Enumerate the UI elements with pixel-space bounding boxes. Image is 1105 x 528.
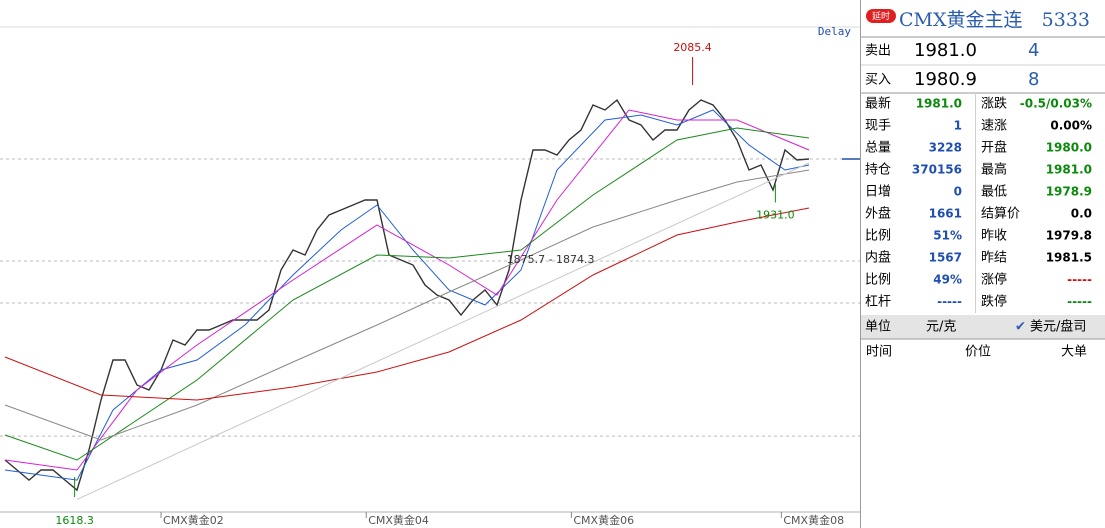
- column-header: 价位: [965, 345, 991, 360]
- stat-label: 杠杆: [865, 294, 891, 310]
- stat-value: -----: [1067, 295, 1092, 309]
- bid-volume: 8: [1028, 69, 1039, 90]
- stat-label: 现手: [865, 119, 891, 134]
- stat-label: 比例: [865, 229, 891, 244]
- price-line: [4, 109, 810, 471]
- low-label: 1618.3: [55, 514, 94, 527]
- delay-label: Delay: [818, 25, 851, 38]
- ask-label: 卖出: [865, 44, 891, 59]
- stat-value: 51%: [933, 229, 962, 243]
- stat-value: 1661: [929, 207, 962, 221]
- stat-value: 1567: [929, 251, 962, 265]
- stat-value: 1: [954, 119, 962, 133]
- stat-label: 涨跌: [981, 96, 1007, 112]
- stat-value: 1978.9: [1046, 185, 1092, 199]
- price-line: [4, 127, 810, 461]
- stat-value: -----: [1067, 273, 1092, 287]
- stat-label: 速涨: [981, 119, 1007, 134]
- instrument-code: 5333: [1042, 9, 1090, 31]
- stat-value: 1981.0: [1046, 163, 1092, 177]
- x-tick-label: CMX黄金04: [368, 513, 429, 527]
- unit-option[interactable]: 美元/盘司: [1030, 319, 1086, 335]
- stat-value: 49%: [933, 273, 962, 287]
- stat-value: 0.00%: [1050, 119, 1092, 133]
- stat-label: 持仓: [865, 163, 891, 178]
- unit-label: 单位: [865, 320, 891, 335]
- bid-label: 买入: [865, 73, 891, 88]
- ask-price: 1981.0: [914, 40, 977, 61]
- stat-label: 最新: [865, 96, 891, 112]
- stat-value: 0.0: [1071, 207, 1092, 221]
- instrument-title: CMX黄金主连: [899, 9, 1023, 31]
- stat-label: 外盘: [865, 206, 891, 222]
- stat-value: 0: [954, 185, 962, 199]
- badge-bg: [866, 9, 896, 23]
- column-header: 大单: [1061, 345, 1087, 360]
- stat-label: 最低: [981, 185, 1007, 200]
- stat-value: 370156: [912, 163, 962, 177]
- price-line: [76, 162, 810, 500]
- unit-bar: [861, 315, 1105, 339]
- stat-value: 1979.8: [1046, 229, 1092, 243]
- stat-value: 1981.5: [1046, 251, 1092, 265]
- stat-value: 1980.0: [1046, 141, 1092, 155]
- column-header: 时间: [866, 345, 892, 360]
- x-tick-label: CMX黄金08: [783, 513, 844, 527]
- range-note: 1875.7 - 1874.3: [507, 253, 595, 266]
- ask-volume: 4: [1028, 40, 1039, 61]
- price-line: [4, 109, 810, 481]
- stat-label: 昨收: [981, 229, 1007, 244]
- price-line: [4, 98, 810, 492]
- price-line: [4, 207, 810, 401]
- stat-label: 跌停: [981, 294, 1007, 310]
- stat-label: 涨停: [981, 272, 1007, 288]
- high-label: 2085.4: [673, 41, 712, 54]
- stat-label: 昨结: [981, 251, 1007, 266]
- stat-label: 结算价: [981, 207, 1020, 222]
- unit-option[interactable]: 元/克: [926, 320, 956, 335]
- recent-low-label: 1931.0: [756, 208, 795, 221]
- price-line: [4, 169, 810, 441]
- chart: CMX黄金02 CMX黄金04 CMX黄金06 CMX黄金08 2085.4 1618.3…: [0, 41, 860, 527]
- stat-label: 开盘: [981, 140, 1007, 156]
- stat-label: 最高: [981, 162, 1007, 178]
- x-tick-label: CMX黄金02: [163, 513, 224, 527]
- badge: 延时: [872, 10, 890, 22]
- check-icon: ✔: [1015, 320, 1026, 335]
- quote-panel: 延时 CMX黄金主连 5333 卖出 1981.0 4 买入 1980.9 8 …: [861, 9, 1105, 360]
- stat-label: 比例: [865, 273, 891, 288]
- stat-label: 日增: [865, 185, 891, 200]
- x-tick-label: CMX黄金06: [573, 513, 634, 527]
- stat-value: -----: [937, 295, 962, 309]
- stat-value: 1981.0: [916, 97, 962, 111]
- stat-value: 3228: [929, 141, 962, 155]
- stat-label: 总量: [865, 141, 891, 156]
- bid-price: 1980.9: [914, 69, 977, 90]
- stat-label: 内盘: [865, 250, 891, 266]
- stat-value: -0.5/0.03%: [1020, 97, 1092, 111]
